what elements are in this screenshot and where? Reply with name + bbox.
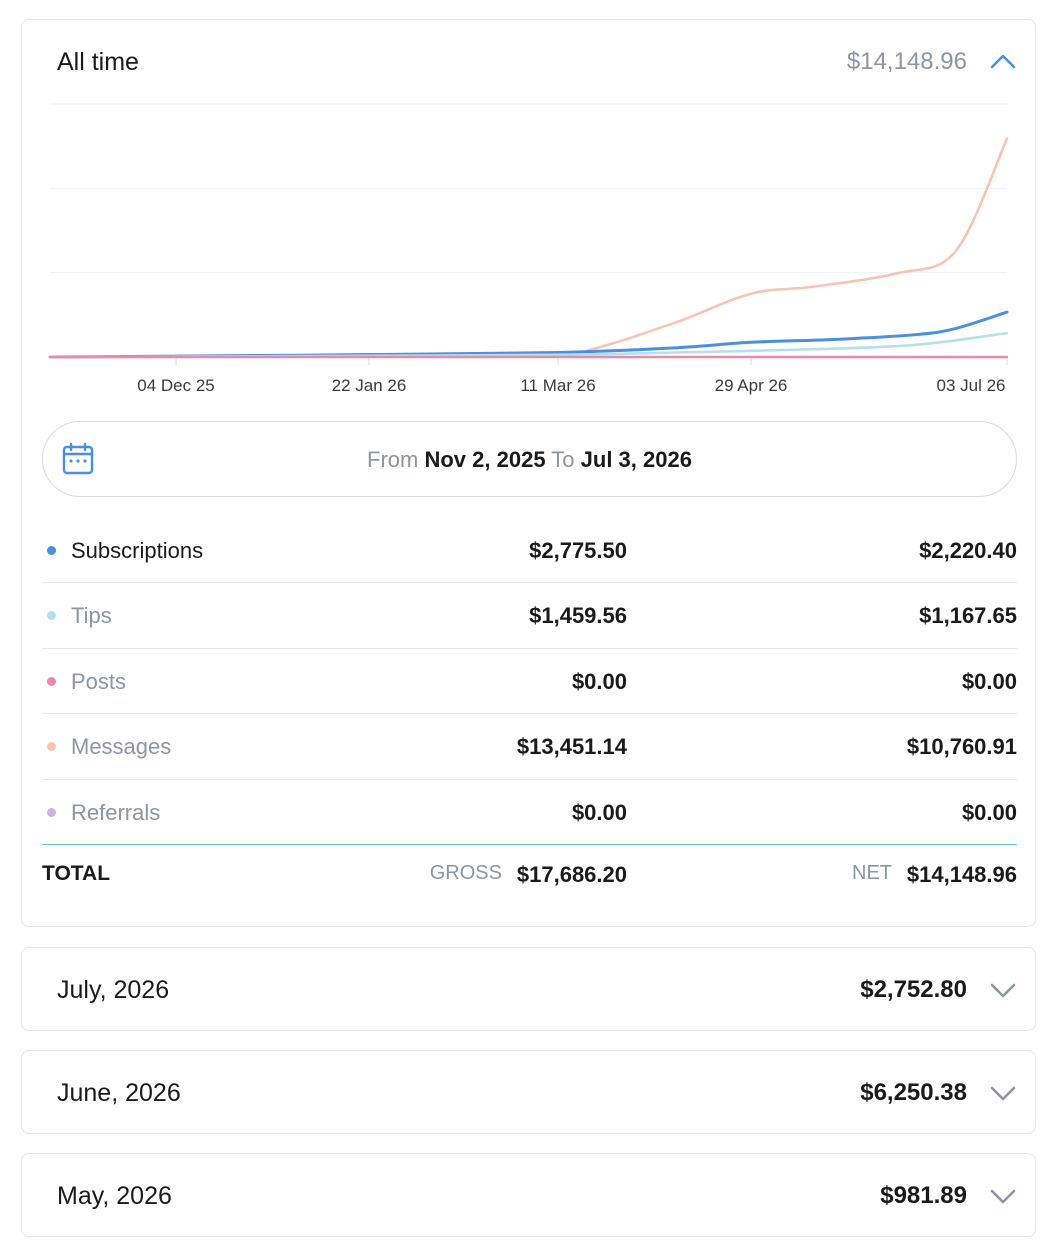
chart-series-messages [48, 137, 1009, 359]
chevron-down-icon[interactable] [989, 1185, 1017, 1207]
breakdown-net: $0.00 [961, 799, 1017, 825]
messages-dot [47, 742, 56, 752]
chart-x-tick-label: 04 Dec 25 [137, 376, 215, 395]
month-total: $2,752.80 [860, 976, 967, 1003]
breakdown-row-tips[interactable]: Tips $1,459.56 $1,167.65 [42, 583, 1017, 649]
all-time-card: All time $14,148.96 04 Dec 25 22 Jan 26 11… [21, 19, 1036, 927]
breakdown-list: Subscriptions $2,775.50 $2,220.40 Tips $… [42, 518, 1017, 845]
breakdown-gross: $2,775.50 [529, 538, 627, 563]
tips-dot [47, 611, 56, 621]
breakdown-row-subscriptions[interactable]: Subscriptions $2,775.50 $2,220.40 [42, 518, 1017, 584]
breakdown-gross: $1,459.56 [529, 603, 627, 629]
earnings-chart-svg: 04 Dec 25 22 Jan 26 11 Mar 26 29 Apr 26 03 J… [48, 103, 1009, 395]
breakdown-net: $2,220.40 [919, 538, 1017, 563]
breakdown-net: $10,760.91 [906, 734, 1017, 760]
month-card-june[interactable]: June, 2026 $6,250.38 [21, 1050, 1036, 1134]
from-date[interactable]: Nov 2, 2025 [424, 447, 546, 472]
total-label: TOTAL [42, 862, 111, 885]
from-label: From [367, 447, 419, 472]
earnings-chart: 04 Dec 25 22 Jan 26 11 Mar 26 29 Apr 26 03 J… [22, 90, 1037, 410]
chart-x-tick-label: 11 Mar 26 [520, 376, 595, 395]
breakdown-label: Posts [71, 668, 127, 694]
chevron-down-icon[interactable] [989, 1082, 1017, 1104]
total-gross: $17,686.20 [516, 862, 627, 887]
breakdown-row-messages[interactable]: Messages $13,451.14 $10,760.91 [42, 714, 1017, 780]
chart-x-tick-label: 22 Jan 26 [332, 376, 407, 395]
breakdown-label: Tips [71, 603, 112, 629]
all-time-title: All time [57, 48, 139, 76]
referrals-dot [47, 807, 56, 817]
month-title: June, 2026 [57, 1079, 181, 1107]
breakdown-gross: $0.00 [571, 799, 627, 825]
breakdown-gross: $0.00 [571, 668, 627, 694]
posts-dot [47, 676, 56, 686]
all-time-total: $14,148.96 [846, 48, 967, 75]
month-card-july[interactable]: July, 2026 $2,752.80 [21, 947, 1036, 1031]
breakdown-row-referrals[interactable]: Referrals $0.00 $0.00 [42, 780, 1017, 845]
breakdown-row-posts[interactable]: Posts $0.00 $0.00 [42, 649, 1017, 715]
month-card-may[interactable]: May, 2026 $981.89 [21, 1153, 1036, 1237]
breakdown-gross: $13,451.14 [516, 734, 627, 760]
breakdown-label: Subscriptions [71, 538, 204, 563]
gross-label: GROSS [429, 862, 502, 884]
calendar-icon [62, 442, 94, 475]
month-title: July, 2026 [57, 976, 170, 1004]
subscriptions-dot [47, 546, 56, 555]
month-title: May, 2026 [57, 1182, 172, 1210]
all-time-header[interactable]: All time $14,148.96 [22, 20, 1035, 104]
month-total: $6,250.38 [860, 1079, 967, 1106]
date-range-text: From Nov 2, 2025 To Jul 3, 2026 [43, 447, 1016, 473]
chevron-up-icon[interactable] [989, 51, 1017, 73]
chart-series-subscriptions [48, 310, 1009, 359]
breakdown-net: $1,167.65 [919, 603, 1017, 629]
breakdown-net: $0.00 [961, 668, 1017, 694]
month-total: $981.89 [880, 1182, 967, 1209]
total-net: $14,148.96 [906, 862, 1017, 887]
breakdown-label: Messages [71, 734, 172, 760]
net-label: NET [852, 862, 892, 884]
chart-x-tick-label: 29 Apr 26 [715, 376, 788, 395]
to-label: To [551, 447, 575, 472]
chevron-down-icon[interactable] [989, 979, 1017, 1001]
total-row: TOTAL GROSS $17,686.20 NET $14,148.96 [42, 862, 1017, 902]
breakdown-label: Referrals [71, 799, 161, 825]
date-range-picker[interactable]: From Nov 2, 2025 To Jul 3, 2026 [42, 421, 1017, 497]
chart-x-tick-label: 03 Jul 26 [937, 376, 1006, 395]
to-date[interactable]: Jul 3, 2026 [580, 447, 692, 472]
